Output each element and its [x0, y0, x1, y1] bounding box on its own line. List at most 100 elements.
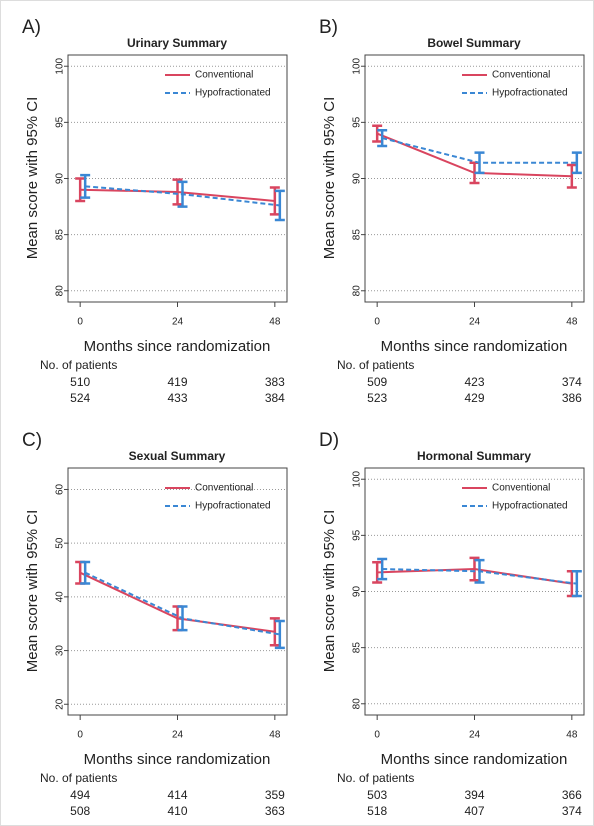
chart-title: Hormonal Summary	[417, 449, 531, 463]
y-tick-label: 95	[55, 116, 66, 128]
error-bar	[474, 558, 485, 584]
patient-count: 366	[562, 788, 582, 802]
x-tick-label: 48	[269, 317, 281, 328]
patient-count: 407	[464, 804, 484, 818]
y-tick-label: 40	[55, 591, 66, 603]
legend-label: Conventional	[195, 483, 253, 494]
plot-frame	[364, 467, 585, 716]
y-tick-label: 95	[352, 529, 363, 541]
legend-label: Hypofractionated	[195, 501, 271, 512]
x-tick-label: 0	[77, 317, 83, 328]
patients-label: No. of patients	[40, 358, 117, 372]
patient-count: 363	[265, 804, 285, 818]
x-tick-label: 24	[172, 317, 184, 328]
legend-label: Hypofractionated	[492, 88, 568, 99]
panel-label: A)	[22, 17, 41, 38]
y-tick-label: 85	[55, 229, 66, 241]
patient-count: 414	[167, 788, 187, 802]
error-bar	[80, 173, 91, 199]
y-tick-label: 100	[352, 57, 363, 74]
patient-count: 510	[70, 375, 90, 389]
patient-count: 494	[70, 788, 90, 802]
error-bar	[372, 124, 383, 143]
y-tick-label: 90	[352, 586, 363, 598]
patient-count: 433	[167, 391, 187, 405]
chart-title: Bowel Summary	[427, 36, 521, 50]
error-bar	[177, 180, 188, 208]
patient-count: 429	[464, 391, 484, 405]
y-axis-label: Mean score with 95% CI	[24, 510, 41, 673]
patients-label: No. of patients	[337, 358, 414, 372]
chart-title: Sexual Summary	[129, 449, 226, 463]
error-bar	[274, 189, 285, 222]
patient-count: 524	[70, 391, 90, 405]
patient-count: 508	[70, 804, 90, 818]
y-axis-label: Mean score with 95% CI	[321, 97, 338, 260]
patient-count: 503	[367, 788, 387, 802]
chart-title: Urinary Summary	[127, 36, 227, 50]
x-axis-label: Months since randomization	[84, 338, 271, 355]
y-tick-label: 80	[55, 285, 66, 297]
error-bar	[469, 556, 480, 582]
error-bar	[80, 560, 91, 585]
x-tick-label: 48	[566, 317, 578, 328]
legend-label: Hypofractionated	[492, 501, 568, 512]
legend-label: Conventional	[492, 483, 550, 494]
panel: B) Bowel Summary Mean score with 95% CI Mon…	[319, 17, 585, 405]
plot-frame	[67, 467, 288, 716]
y-tick-label: 80	[352, 285, 363, 297]
panel: D) Hormonal Summary Mean score with 95% CI…	[319, 430, 585, 818]
y-tick-label: 100	[55, 57, 66, 74]
error-bar	[269, 186, 280, 216]
patient-count: 374	[562, 804, 582, 818]
patient-count: 518	[367, 804, 387, 818]
panel-label: C)	[22, 430, 42, 451]
legend-label: Conventional	[492, 70, 550, 81]
patient-count: 383	[265, 375, 285, 389]
panel-label: D)	[319, 430, 339, 451]
x-axis-label: Months since randomization	[381, 751, 568, 768]
error-bar	[566, 163, 577, 189]
patients-label: No. of patients	[40, 771, 117, 785]
x-tick-label: 0	[77, 730, 83, 741]
y-tick-label: 85	[352, 229, 363, 241]
panel-label: B)	[319, 17, 338, 38]
error-bar	[571, 151, 582, 175]
y-tick-label: 30	[55, 645, 66, 657]
error-bar	[269, 617, 280, 647]
patient-count: 509	[367, 375, 387, 389]
panel: A) Urinary Summary Mean score with 95% CI M…	[22, 17, 288, 405]
error-bar	[377, 557, 388, 581]
error-bar	[274, 619, 285, 650]
x-axis-label: Months since randomization	[84, 751, 271, 768]
patient-count: 423	[464, 375, 484, 389]
plot-frame	[364, 54, 585, 303]
y-tick-label: 85	[352, 642, 363, 654]
error-bar	[377, 128, 388, 148]
patient-count: 384	[265, 391, 285, 405]
error-bar	[571, 570, 582, 598]
patient-count: 374	[562, 375, 582, 389]
y-tick-label: 95	[352, 116, 363, 128]
x-tick-label: 0	[374, 730, 380, 741]
x-tick-label: 24	[469, 317, 481, 328]
plot-frame	[67, 54, 288, 303]
panel: C) Sexual Summary Mean score with 95% CI Mo…	[22, 430, 288, 818]
y-tick-label: 80	[352, 698, 363, 710]
x-axis-label: Months since randomization	[381, 338, 568, 355]
x-tick-label: 24	[469, 730, 481, 741]
error-bar	[177, 605, 188, 632]
legend-label: Conventional	[195, 70, 253, 81]
legend-label: Hypofractionated	[195, 88, 271, 99]
x-tick-label: 0	[374, 317, 380, 328]
error-bar	[172, 178, 183, 206]
patients-label: No. of patients	[337, 771, 414, 785]
patient-count: 359	[265, 788, 285, 802]
y-axis-label: Mean score with 95% CI	[321, 510, 338, 673]
patient-count: 386	[562, 391, 582, 405]
x-tick-label: 24	[172, 730, 184, 741]
patient-count: 410	[167, 804, 187, 818]
y-axis-label: Mean score with 95% CI	[24, 97, 41, 260]
